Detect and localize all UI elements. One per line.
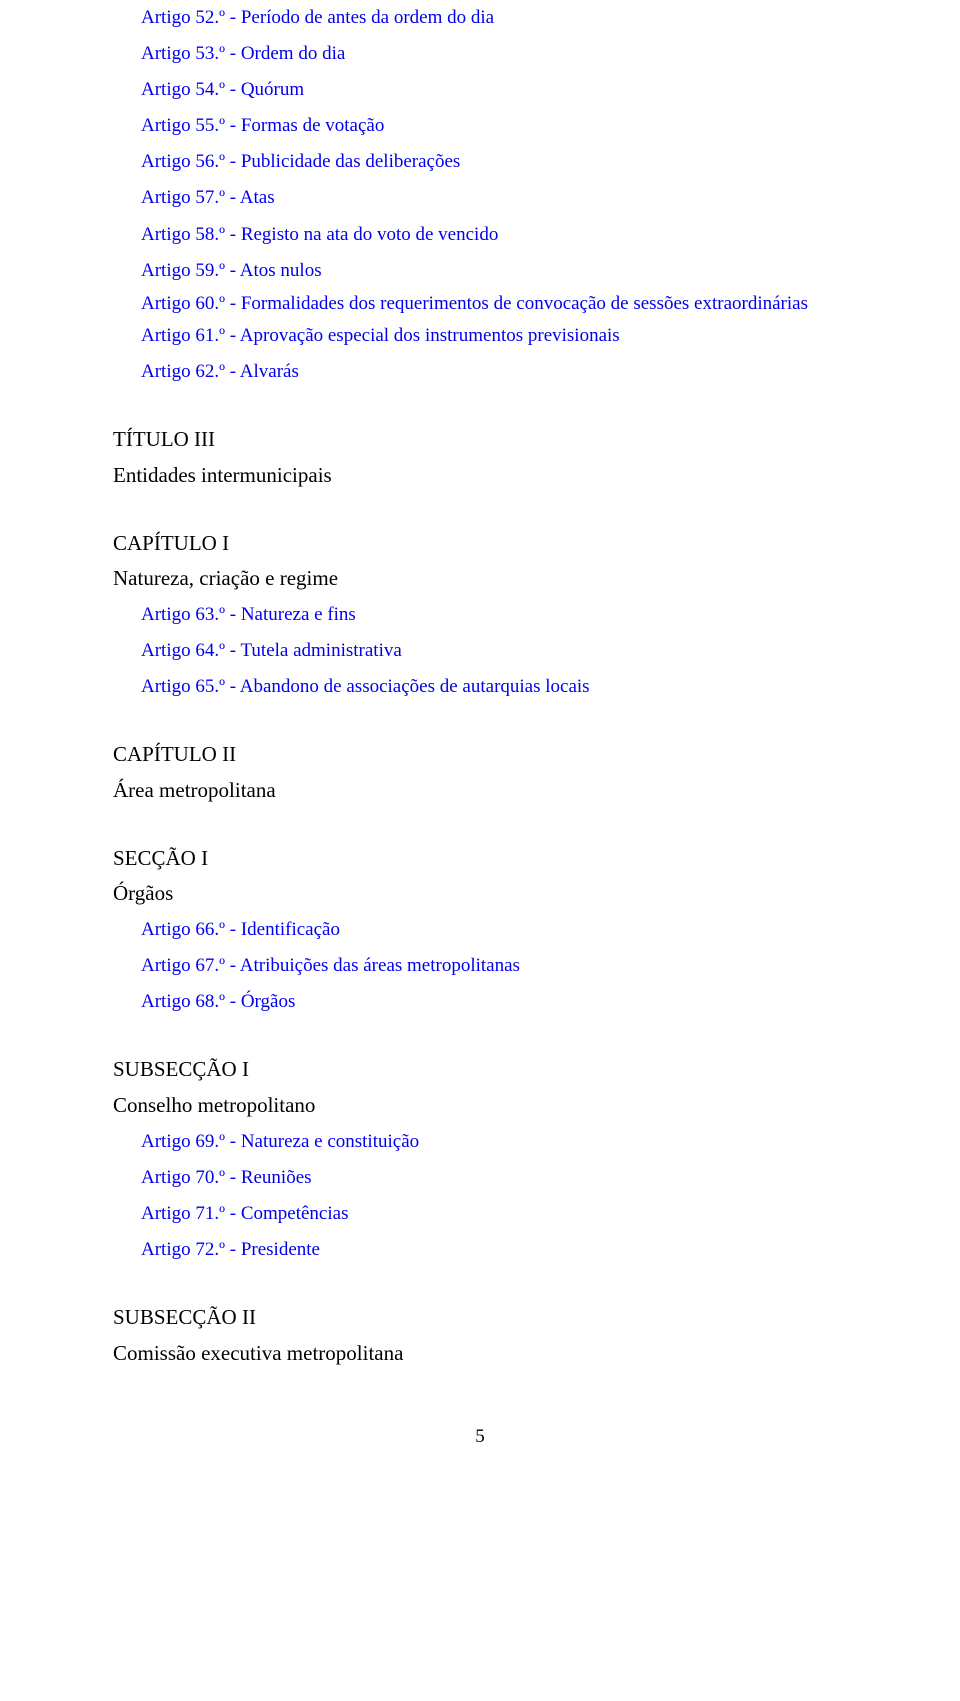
article-link[interactable]: Artigo 66.º - Identificação: [113, 912, 847, 948]
article-link[interactable]: Artigo 52.º - Período de antes da ordem …: [113, 0, 847, 36]
article-link[interactable]: Artigo 64.º - Tutela administrativa: [113, 633, 847, 669]
capitulo-1-articles: Artigo 63.º - Natureza e fins Artigo 64.…: [113, 597, 847, 705]
article-link[interactable]: Artigo 57.º - Atas: [113, 180, 847, 216]
subseccao-label: SUBSECÇÃO II: [113, 1300, 847, 1336]
article-link[interactable]: Artigo 72.º - Presidente: [113, 1232, 847, 1268]
article-link[interactable]: Artigo 62.º - Alvarás: [113, 354, 847, 390]
article-list-top: Artigo 52.º - Período de antes da ordem …: [113, 0, 847, 390]
article-link[interactable]: Artigo 53.º - Ordem do dia: [113, 36, 847, 72]
capitulo-label: CAPÍTULO II: [113, 737, 847, 773]
subseccao-2-heading: SUBSECÇÃO II Comissão executiva metropol…: [113, 1300, 847, 1371]
subseccao-subtitle: Conselho metropolitano: [113, 1088, 847, 1124]
article-link[interactable]: Artigo 63.º - Natureza e fins: [113, 597, 847, 633]
subseccao-subtitle: Comissão executiva metropolitana: [113, 1336, 847, 1372]
article-link[interactable]: Artigo 60.º - Formalidades dos requerime…: [113, 289, 847, 318]
article-link[interactable]: Artigo 58.º - Registo na ata do voto de …: [113, 217, 847, 253]
subseccao-1-heading: SUBSECÇÃO I Conselho metropolitano: [113, 1052, 847, 1123]
seccao-label: SECÇÃO I: [113, 841, 847, 877]
capitulo-subtitle: Natureza, criação e regime: [113, 561, 847, 597]
capitulo-1-heading: CAPÍTULO I Natureza, criação e regime: [113, 526, 847, 597]
subseccao-label: SUBSECÇÃO I: [113, 1052, 847, 1088]
article-link[interactable]: Artigo 61.º - Aprovação especial dos ins…: [113, 318, 847, 354]
article-link[interactable]: Artigo 59.º - Atos nulos: [113, 253, 847, 289]
titulo-3-heading: TÍTULO III Entidades intermunicipais: [113, 422, 847, 493]
article-link[interactable]: Artigo 70.º - Reuniões: [113, 1160, 847, 1196]
capitulo-label: CAPÍTULO I: [113, 526, 847, 562]
article-link[interactable]: Artigo 69.º - Natureza e constituição: [113, 1124, 847, 1160]
subseccao-1-articles: Artigo 69.º - Natureza e constituição Ar…: [113, 1124, 847, 1268]
article-link[interactable]: Artigo 54.º - Quórum: [113, 72, 847, 108]
article-link[interactable]: Artigo 65.º - Abandono de associações de…: [113, 669, 847, 705]
titulo-label: TÍTULO III: [113, 422, 847, 458]
article-link[interactable]: Artigo 68.º - Órgãos: [113, 984, 847, 1020]
seccao-subtitle: Órgãos: [113, 876, 847, 912]
seccao-1-heading: SECÇÃO I Órgãos: [113, 841, 847, 912]
seccao-1-articles: Artigo 66.º - Identificação Artigo 67.º …: [113, 912, 847, 1020]
article-link[interactable]: Artigo 71.º - Competências: [113, 1196, 847, 1232]
article-link[interactable]: Artigo 67.º - Atribuições das áreas metr…: [113, 948, 847, 984]
titulo-subtitle: Entidades intermunicipais: [113, 458, 847, 494]
capitulo-2-heading: CAPÍTULO II Área metropolitana: [113, 737, 847, 808]
article-link[interactable]: Artigo 55.º - Formas de votação: [113, 108, 847, 144]
article-link[interactable]: Artigo 56.º - Publicidade das deliberaçõ…: [113, 144, 847, 180]
capitulo-subtitle: Área metropolitana: [113, 773, 847, 809]
page-number: 5: [113, 1426, 847, 1448]
